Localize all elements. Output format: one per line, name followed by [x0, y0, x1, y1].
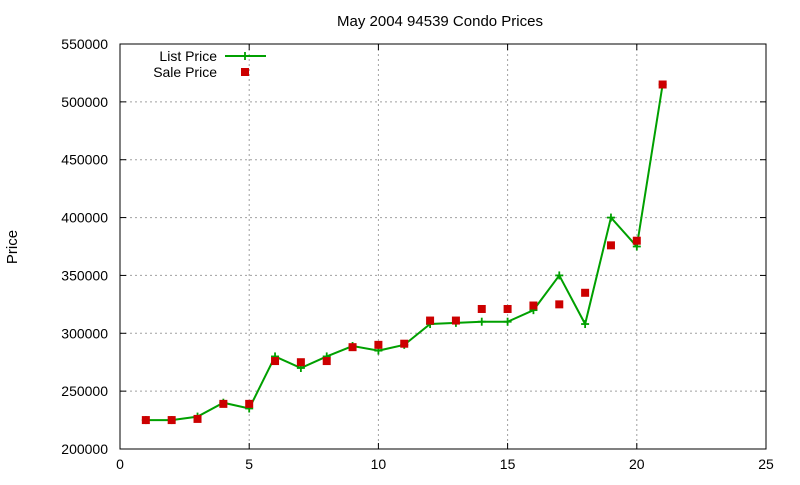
sale-price-point [271, 357, 280, 366]
y-tick-label: 550000 [61, 36, 108, 52]
legend-swatch-marker [241, 52, 249, 60]
sale-price-point [296, 358, 305, 367]
list-price-point [503, 317, 512, 326]
legend-swatch-marker [241, 68, 249, 76]
y-tick-label: 500000 [61, 94, 108, 110]
y-tick-label: 350000 [61, 267, 108, 283]
plot-frame [119, 43, 767, 450]
sale-price-point [193, 414, 202, 423]
sale-price-point [606, 241, 615, 250]
list-price-line [145, 84, 664, 422]
y-tick-label: 400000 [61, 210, 108, 226]
sale-price-point [529, 301, 538, 310]
sale-price-point [632, 236, 641, 245]
list-price-point [555, 271, 564, 280]
chart-title: May 2004 94539 Condo Prices [337, 13, 543, 30]
x-tick-label: 15 [500, 456, 516, 472]
legend-label: Sale Price [153, 64, 217, 80]
list-price-point [477, 317, 486, 326]
sale-price-point [658, 80, 667, 89]
series-sale-price [141, 80, 667, 425]
y-tick-label: 250000 [61, 383, 108, 399]
sale-price-point [167, 416, 176, 425]
sale-price-point [503, 304, 512, 313]
sale-price-point [245, 399, 254, 408]
grid [120, 44, 766, 449]
axis-ticks: 0 5 10 15 20 25 200000 250000 300000 350000 400000… [61, 36, 774, 472]
sale-price-point [219, 399, 228, 408]
list-price-point [581, 320, 590, 329]
series-list-price [141, 80, 667, 425]
y-tick-label: 450000 [61, 152, 108, 168]
series [141, 80, 667, 425]
y-axis-label: Price [4, 230, 21, 264]
sale-price-point [141, 416, 150, 425]
y-tick-label: 300000 [61, 325, 108, 341]
sale-price-point [322, 357, 331, 366]
sale-price-point [374, 340, 383, 349]
sale-price-point [477, 304, 486, 313]
x-tick-label: 10 [371, 456, 387, 472]
legend-label: List Price [159, 48, 217, 64]
x-tick-label: 20 [629, 456, 645, 472]
sale-price-point [581, 288, 590, 297]
x-tick-label: 0 [116, 456, 124, 472]
sale-price-point [451, 316, 460, 325]
x-tick-label: 25 [758, 456, 774, 472]
x-tick-label: 5 [245, 456, 253, 472]
sale-price-point [555, 300, 564, 309]
sale-price-point [426, 316, 435, 325]
y-tick-label: 200000 [61, 441, 108, 457]
sale-price-point [348, 343, 357, 352]
sale-price-point [400, 339, 409, 348]
list-price-point [606, 213, 615, 222]
